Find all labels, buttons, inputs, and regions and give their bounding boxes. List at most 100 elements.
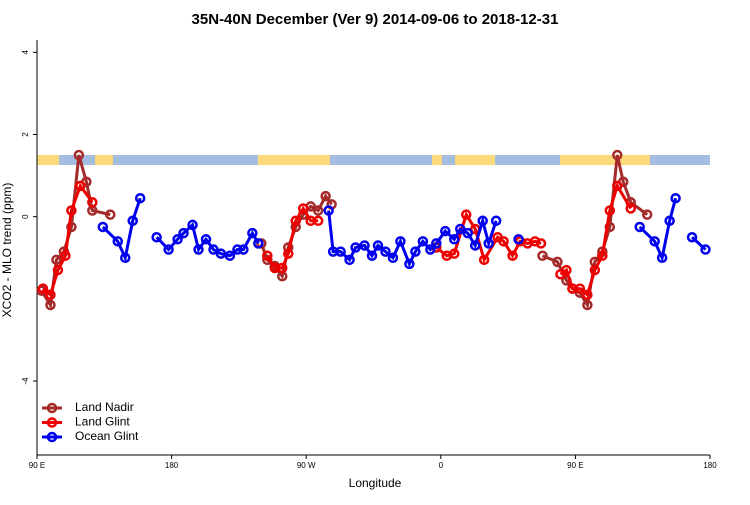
data-point: [37, 283, 49, 294]
data-point: [45, 289, 56, 301]
data-point: [127, 215, 138, 227]
x-tick-label: 90 E: [29, 461, 45, 470]
data-point: [469, 240, 481, 251]
y-tick-label: 0: [21, 214, 30, 219]
data-point: [387, 252, 399, 264]
series-line: [266, 205, 319, 270]
data-point: [552, 256, 563, 268]
data-point: [449, 234, 460, 245]
data-point: [664, 215, 675, 227]
data-point: [483, 238, 494, 249]
data-point: [172, 234, 183, 245]
data-point: [589, 264, 601, 276]
data-point: [320, 190, 331, 202]
data-point: [513, 234, 524, 245]
data-point: [449, 248, 460, 259]
data-point: [490, 215, 502, 227]
x-tick-label: 180: [165, 461, 179, 470]
data-point: [359, 240, 370, 251]
data-point: [574, 283, 586, 294]
data-point: [112, 236, 124, 247]
data-point: [253, 238, 264, 249]
data-point: [597, 250, 608, 261]
data-point: [312, 205, 324, 216]
data-point: [350, 242, 361, 253]
land-strip: [560, 155, 650, 165]
data-point: [224, 250, 236, 261]
data-point: [312, 215, 324, 227]
data-point: [335, 246, 346, 257]
data-point: [529, 236, 541, 247]
data-point: [507, 250, 518, 261]
series-line: [541, 154, 649, 310]
data-point: [380, 246, 391, 257]
data-point: [344, 254, 355, 266]
data-point: [277, 262, 288, 274]
data-point: [440, 225, 451, 237]
data-point: [582, 299, 593, 311]
data-point: [151, 231, 162, 243]
data-point: [535, 238, 547, 249]
data-point: [404, 258, 415, 270]
data-point: [187, 219, 198, 231]
y-axis-label: XCO2 - MLO trend (ppm): [0, 183, 14, 318]
data-point: [119, 252, 131, 264]
legend-label: Land Glint: [75, 415, 130, 429]
data-point: [283, 248, 294, 259]
data-point: [45, 299, 56, 311]
data-point: [641, 209, 653, 220]
data-point: [290, 215, 301, 227]
data-point: [323, 205, 334, 216]
data-point: [297, 203, 309, 214]
data-point: [649, 236, 660, 247]
data-point: [238, 244, 249, 255]
data-point: [395, 236, 406, 247]
data-point: [193, 244, 204, 255]
chart-title: 35N-40N December (Ver 9) 2014-09-06 to 2…: [192, 11, 559, 28]
data-point: [372, 240, 384, 251]
data-point: [410, 246, 421, 257]
x-tick-label: 90 W: [297, 461, 316, 470]
data-point: [73, 149, 85, 161]
x-tick-label: 180: [703, 461, 717, 470]
data-point: [208, 244, 219, 255]
series-line: [435, 211, 542, 264]
data-point: [454, 223, 466, 235]
data-point: [478, 254, 490, 266]
data-point: [52, 264, 64, 276]
data-point: [462, 227, 473, 239]
data-point: [686, 231, 698, 243]
data-point: [66, 205, 77, 216]
land-strip: [95, 155, 113, 165]
data-point: [604, 205, 616, 216]
series-line: [101, 197, 142, 263]
series-line: [559, 182, 633, 298]
land-strip: [258, 155, 330, 165]
data-point: [431, 238, 442, 249]
data-point: [178, 227, 189, 239]
y-tick-label: -4: [21, 377, 30, 385]
data-point: [612, 149, 623, 161]
series-line: [327, 210, 498, 268]
data-point: [247, 227, 258, 239]
x-tick-label: 90 E: [567, 461, 583, 470]
data-point: [625, 203, 636, 214]
x-axis-label: Longitude: [349, 476, 402, 490]
data-point: [66, 221, 77, 233]
data-point: [417, 236, 429, 247]
data-point: [634, 221, 645, 233]
data-point: [537, 250, 548, 261]
data-point: [612, 180, 623, 192]
legend-label: Land Nadir: [75, 400, 134, 414]
x-tick-label: 0: [439, 461, 444, 470]
ocean-strip: [37, 155, 710, 165]
data-point: [670, 192, 681, 204]
data-point: [75, 180, 86, 192]
data-point: [200, 234, 212, 245]
data-point: [582, 289, 593, 301]
data-point: [232, 244, 243, 255]
data-point: [656, 252, 668, 264]
land-strip: [432, 155, 442, 165]
land-strip: [37, 155, 59, 165]
